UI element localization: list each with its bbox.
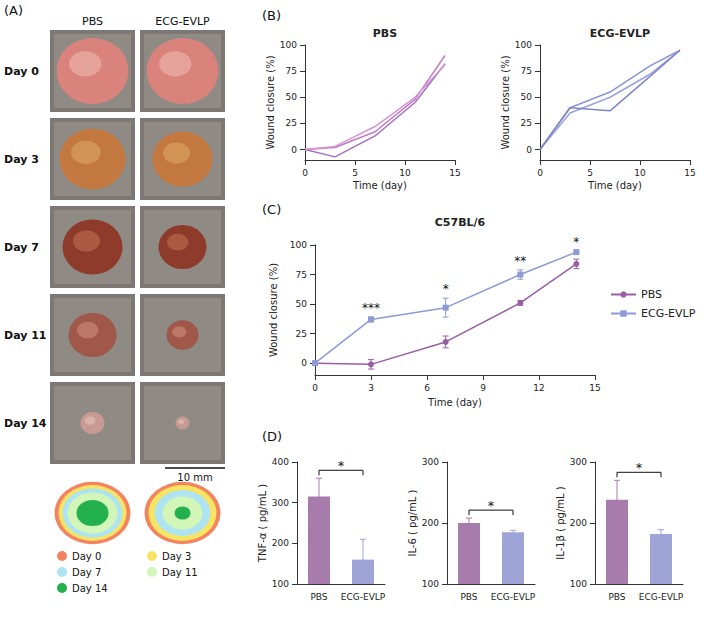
svg-text:Wound closure (%): Wound closure (%) (268, 263, 279, 357)
svg-text:100: 100 (290, 240, 307, 250)
svg-text:10 mm: 10 mm (177, 472, 212, 483)
svg-text:Day 11: Day 11 (162, 567, 198, 578)
svg-text:400: 400 (272, 457, 289, 467)
svg-text:10: 10 (634, 168, 646, 178)
svg-text:100: 100 (570, 579, 587, 589)
svg-text:75: 75 (521, 66, 532, 76)
svg-text:Day 11: Day 11 (4, 329, 47, 342)
svg-text:Day 0: Day 0 (4, 65, 39, 78)
svg-text:Wound closure (%): Wound closure (%) (265, 55, 276, 149)
svg-text:3: 3 (368, 383, 374, 393)
svg-text:0: 0 (302, 168, 308, 178)
svg-text:(A): (A) (4, 3, 23, 18)
svg-text:300: 300 (272, 498, 289, 508)
svg-text:(B): (B) (262, 8, 281, 23)
svg-text:12: 12 (533, 383, 544, 393)
svg-text:9: 9 (480, 383, 486, 393)
svg-text:15: 15 (449, 168, 460, 178)
svg-text:ECG-EVLP: ECG-EVLP (155, 15, 210, 28)
svg-text:*: * (443, 282, 449, 296)
svg-text:0: 0 (301, 358, 307, 368)
svg-text:200: 200 (422, 518, 439, 528)
svg-text:***: *** (362, 301, 380, 315)
svg-text:100: 100 (422, 579, 439, 589)
svg-text:50: 50 (286, 92, 298, 102)
svg-text:ECG-EVLP: ECG-EVLP (491, 592, 536, 602)
svg-text:100: 100 (515, 40, 532, 50)
svg-text:ECG-EVLP: ECG-EVLP (641, 307, 696, 320)
svg-text:ECG-EVLP: ECG-EVLP (639, 592, 684, 602)
svg-text:Day 7: Day 7 (4, 241, 39, 254)
svg-text:PBS: PBS (641, 288, 662, 301)
svg-text:25: 25 (521, 118, 532, 128)
svg-text:25: 25 (286, 118, 297, 128)
svg-text:25: 25 (296, 329, 307, 339)
svg-text:ECG-EVLP: ECG-EVLP (341, 592, 386, 602)
svg-text:Day 7: Day 7 (72, 567, 101, 578)
svg-text:100: 100 (272, 579, 289, 589)
svg-text:PBS: PBS (460, 592, 477, 602)
svg-text:*: * (338, 458, 345, 473)
svg-text:Wound closure (%): Wound closure (%) (500, 55, 511, 149)
svg-text:Day 14: Day 14 (4, 417, 47, 430)
svg-text:Day 14: Day 14 (72, 583, 108, 594)
svg-text:Time (day): Time (day) (427, 397, 482, 408)
svg-text:5: 5 (587, 168, 593, 178)
svg-text:C57BL/6: C57BL/6 (435, 216, 486, 229)
svg-text:*: * (573, 235, 579, 249)
svg-text:5: 5 (352, 168, 358, 178)
svg-text:IL-1β ( pg/mL ): IL-1β ( pg/mL ) (555, 486, 566, 560)
svg-text:10: 10 (399, 168, 411, 178)
svg-text:(C): (C) (262, 202, 281, 217)
svg-text:PBS: PBS (608, 592, 625, 602)
svg-text:75: 75 (296, 270, 307, 280)
svg-text:15: 15 (684, 168, 695, 178)
svg-text:Time (day): Time (day) (352, 180, 407, 191)
svg-text:Day 3: Day 3 (4, 153, 39, 166)
svg-text:0: 0 (537, 168, 543, 178)
svg-text:50: 50 (521, 92, 533, 102)
svg-text:6: 6 (424, 383, 430, 393)
svg-text:**: ** (514, 254, 526, 268)
svg-text:0: 0 (312, 383, 318, 393)
svg-text:200: 200 (570, 518, 587, 528)
svg-text:15: 15 (589, 383, 600, 393)
svg-text:PBS: PBS (310, 592, 327, 602)
svg-text:IL-6 ( pg/mL ): IL-6 ( pg/mL ) (407, 489, 418, 556)
svg-text:PBS: PBS (373, 27, 397, 40)
svg-text:300: 300 (422, 457, 439, 467)
svg-text:*: * (636, 460, 643, 475)
svg-text:Time (day): Time (day) (587, 180, 642, 191)
svg-text:ECG-EVLP: ECG-EVLP (590, 27, 650, 40)
svg-text:(D): (D) (262, 429, 282, 444)
svg-text:Day 3: Day 3 (162, 551, 191, 562)
svg-text:0: 0 (291, 145, 297, 155)
svg-text:TNF-α ( pg/mL ): TNF-α ( pg/mL ) (257, 484, 268, 563)
svg-text:0: 0 (526, 145, 532, 155)
svg-text:Day 0: Day 0 (72, 551, 101, 562)
svg-text:PBS: PBS (82, 15, 103, 28)
svg-text:300: 300 (570, 457, 587, 467)
svg-text:*: * (488, 498, 495, 513)
svg-text:50: 50 (296, 299, 308, 309)
svg-text:75: 75 (286, 66, 297, 76)
svg-text:200: 200 (272, 538, 289, 548)
svg-text:100: 100 (280, 40, 297, 50)
